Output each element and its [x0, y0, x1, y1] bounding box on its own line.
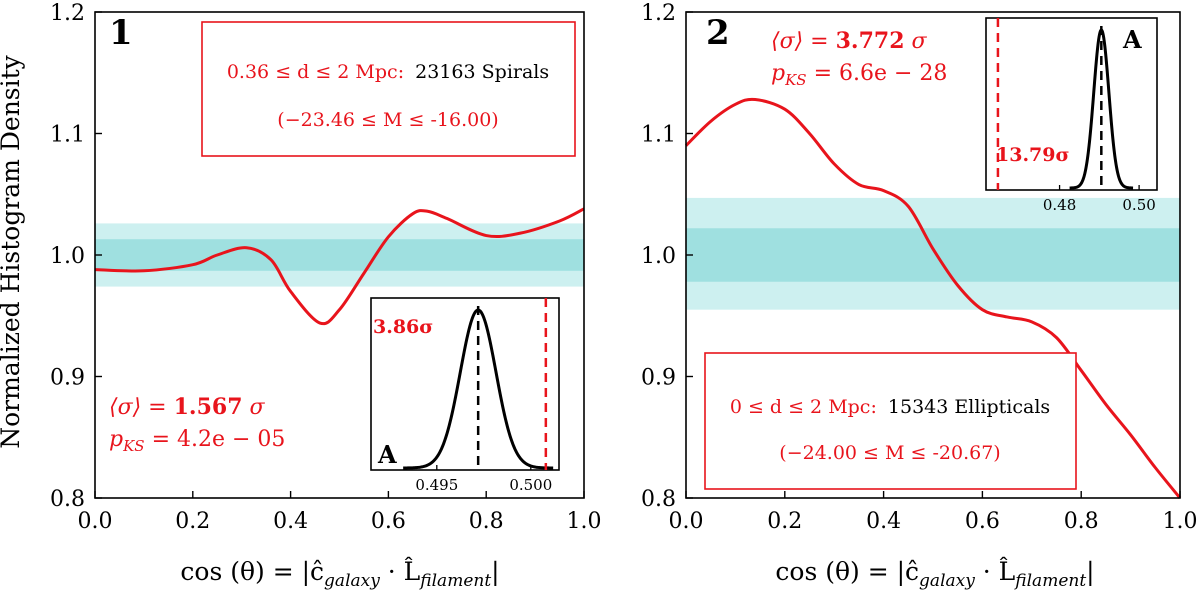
pks-value: = 6.6e − 28: [807, 61, 948, 86]
xlabel-suffix: |: [1086, 557, 1094, 587]
y-tick-label: 1.1: [50, 123, 85, 148]
density-curve: [684, 97, 1182, 499]
pks-stat: pKS = 4.2e − 05: [109, 427, 285, 455]
inset-frame: [370, 297, 560, 471]
inset-sigma-label: 3.86σ: [373, 316, 433, 338]
inset-tick-label: 0.495: [415, 476, 458, 494]
x-tick-label: 0.4: [273, 509, 308, 534]
y-tick-label: 0.8: [50, 487, 85, 512]
x-tick-label: 0.4: [866, 509, 901, 534]
info-box-line1: 0 ≤ d ≤ 2 Mpc: 15343 Ellipticals: [730, 396, 1050, 418]
distance-range: 0.36 ≤ d ≤ 2 Mpc:: [227, 61, 404, 83]
sigma-unit: σ: [243, 395, 266, 420]
distance-range: 0 ≤ d ≤ 2 Mpc:: [730, 396, 877, 418]
inset-tick-label: 0.48: [1043, 196, 1076, 214]
galaxy-count: 15343 Ellipticals: [888, 396, 1050, 418]
panel-2: 0.0 0.2 0.4 0.6 0.8 1.0 0.8 0.9 1.0 1.1 1.2 2 ⟨σ⟩…: [641, 1, 1198, 591]
inset-a: 0.48 0.50 A 13.79σ: [985, 17, 1158, 214]
inset-sigma-label: 13.79σ: [996, 144, 1070, 166]
panel-label: 2: [706, 13, 730, 53]
info-box: [201, 21, 576, 157]
pks-prefix: p: [771, 61, 785, 86]
y-tick-label: 1.1: [641, 123, 676, 148]
galaxy-count: 23163 Spirals: [415, 61, 549, 83]
xlabel-prefix: cos (θ) = |ĉ: [180, 557, 324, 587]
inset-tick-label: 0.50: [1122, 196, 1155, 214]
y-tick-label: 1.0: [641, 244, 676, 269]
xlabel-sub1: galaxy: [324, 571, 380, 591]
y-ticks: 0.8 0.9 1.0 1.1 1.2: [641, 1, 693, 512]
pks-stat: pKS = 6.6e − 28: [771, 61, 947, 89]
inset-x-ticks: 0.48 0.50: [1043, 185, 1156, 214]
x-tick-label: 0.6: [371, 509, 406, 534]
sigma-value: 1.567: [174, 394, 243, 420]
magnitude-range: (−24.00 ≤ M ≤ -20.67): [779, 442, 1000, 464]
xlabel-sub1: galaxy: [919, 571, 975, 591]
x-tick-label: 1.0: [567, 509, 602, 534]
y-tick-label: 1.2: [50, 1, 85, 26]
y-tick-label: 1.2: [641, 1, 676, 26]
inset-label: A: [377, 440, 397, 469]
y-tick-label: 0.9: [50, 366, 85, 391]
x-tick-label: 1.0: [1163, 509, 1198, 534]
xlabel-sub2: filament: [418, 571, 491, 591]
x-ticks: 0.0 0.2 0.4 0.6 0.8 1.0: [669, 491, 1198, 534]
y-tick-label: 0.9: [641, 366, 676, 391]
info-box-line1: 0.36 ≤ d ≤ 2 Mpc: 23163 Spirals: [227, 61, 549, 83]
band-inner: [95, 239, 584, 271]
pks-sub: KS: [784, 71, 806, 89]
inset-a: 0.495 0.500 A 3.86σ: [370, 297, 560, 494]
inset-label: A: [1122, 25, 1142, 54]
sigma-value: 3.772: [836, 28, 905, 54]
pks-value: = 4.2e − 05: [145, 427, 286, 452]
x-axis-label: cos (θ) = |ĉgalaxy · L̂filament|: [775, 557, 1094, 591]
panel-1: 0.0 0.2 0.4 0.6 0.8 1.0 0.8 0.9 1.0 1.1 1.2 1 0.3…: [50, 1, 602, 591]
band-inner: [686, 228, 1180, 282]
x-ticks: 0.0 0.2 0.4 0.6 0.8 1.0: [78, 491, 602, 534]
xlabel-suffix: |: [491, 557, 499, 587]
sigma-stat: ⟨σ⟩ = 1.567 σ: [109, 394, 265, 420]
x-tick-label: 0.0: [669, 509, 704, 534]
inset-tick-label: 0.500: [509, 476, 552, 494]
xlabel-mid: · L̂: [975, 557, 1015, 586]
x-axis-label: cos (θ) = |ĉgalaxy · L̂filament|: [180, 557, 499, 591]
xlabel-prefix: cos (θ) = |ĉ: [775, 557, 919, 587]
y-axis-label: Normalized Histogram Density: [0, 54, 25, 448]
sigma-prefix: ⟨σ⟩ =: [771, 29, 836, 54]
xlabel-mid: · L̂: [380, 557, 420, 586]
info-box: [704, 352, 1077, 490]
x-tick-label: 0.2: [767, 509, 802, 534]
sigma-unit: σ: [905, 29, 928, 54]
magnitude-range: (−23.46 ≤ M ≤ -16.00): [277, 109, 498, 131]
sigma-prefix: ⟨σ⟩ =: [109, 395, 174, 420]
y-ticks: 0.8 0.9 1.0 1.1 1.2: [50, 1, 102, 512]
inset-frame: [985, 17, 1158, 191]
x-tick-label: 0.8: [1064, 509, 1099, 534]
sigma-stat: ⟨σ⟩ = 3.772 σ: [771, 28, 927, 54]
y-tick-label: 0.8: [641, 487, 676, 512]
x-tick-label: 0.2: [175, 509, 210, 534]
x-tick-label: 0.6: [965, 509, 1000, 534]
inset-x-ticks: 0.495 0.500: [415, 465, 552, 494]
noise-bands: [95, 223, 584, 287]
pks-sub: KS: [122, 437, 144, 455]
xlabel-sub2: filament: [1013, 571, 1086, 591]
x-tick-label: 0.0: [78, 509, 113, 534]
pks-prefix: p: [109, 427, 123, 452]
density-curve: [94, 207, 585, 326]
noise-bands: [686, 197, 1180, 310]
panel-label: 1: [109, 13, 133, 53]
x-tick-label: 0.8: [469, 509, 504, 534]
y-tick-label: 1.0: [50, 244, 85, 269]
